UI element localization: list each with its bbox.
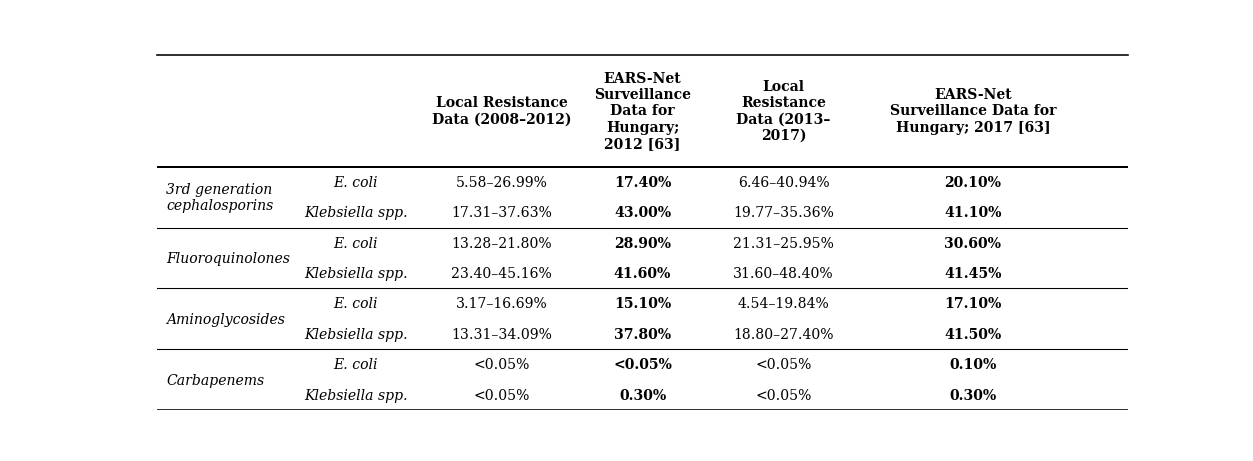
Text: Klebsiella spp.: Klebsiella spp. [304, 266, 407, 280]
Text: 3.17–16.69%: 3.17–16.69% [456, 297, 548, 311]
Text: 30.60%: 30.60% [944, 236, 1001, 250]
Text: 13.28–21.80%: 13.28–21.80% [451, 236, 551, 250]
Text: E. coli: E. coli [333, 236, 378, 250]
Text: E. coli: E. coli [333, 175, 378, 189]
Text: 41.10%: 41.10% [944, 206, 1001, 220]
Text: 0.30%: 0.30% [949, 388, 996, 402]
Text: Klebsiella spp.: Klebsiella spp. [304, 388, 407, 402]
Text: 23.40–45.16%: 23.40–45.16% [451, 266, 551, 280]
Text: Carbapenems: Carbapenems [167, 373, 264, 387]
Text: 0.10%: 0.10% [949, 358, 996, 372]
Text: <0.05%: <0.05% [754, 358, 811, 372]
Text: 17.31–37.63%: 17.31–37.63% [451, 206, 551, 220]
Text: 41.60%: 41.60% [614, 266, 670, 280]
Text: 41.45%: 41.45% [944, 266, 1001, 280]
Text: 5.58–26.99%: 5.58–26.99% [455, 175, 548, 189]
Text: Fluoroquinolones: Fluoroquinolones [167, 251, 291, 266]
Text: 15.10%: 15.10% [614, 297, 670, 311]
Text: 18.80–27.40%: 18.80–27.40% [733, 327, 833, 341]
Text: <0.05%: <0.05% [754, 388, 811, 402]
Text: 37.80%: 37.80% [614, 327, 670, 341]
Text: 20.10%: 20.10% [944, 175, 1001, 189]
Text: 6.46–40.94%: 6.46–40.94% [737, 175, 828, 189]
Text: 19.77–35.36%: 19.77–35.36% [733, 206, 833, 220]
Text: 28.90%: 28.90% [614, 236, 670, 250]
Text: 4.54–19.84%: 4.54–19.84% [737, 297, 828, 311]
Text: <0.05%: <0.05% [474, 358, 530, 372]
Text: <0.05%: <0.05% [474, 388, 530, 402]
Text: EARS-Net
Surveillance
Data for
Hungary;
2012 [63]: EARS-Net Surveillance Data for Hungary; … [594, 72, 690, 151]
Text: 17.40%: 17.40% [614, 175, 670, 189]
Text: 17.10%: 17.10% [944, 297, 1001, 311]
Text: Aminoglycosides: Aminoglycosides [167, 312, 286, 326]
Text: 43.00%: 43.00% [614, 206, 670, 220]
Text: 0.30%: 0.30% [619, 388, 665, 402]
Text: 31.60–48.40%: 31.60–48.40% [733, 266, 833, 280]
Text: Local Resistance
Data (2008–2012): Local Resistance Data (2008–2012) [431, 96, 571, 126]
Text: 3rd generation
cephalosporins: 3rd generation cephalosporins [167, 183, 273, 213]
Text: Klebsiella spp.: Klebsiella spp. [304, 327, 407, 341]
Text: Local
Resistance
Data (2013–
2017): Local Resistance Data (2013– 2017) [736, 80, 831, 142]
Text: <0.05%: <0.05% [613, 358, 672, 372]
Text: E. coli: E. coli [333, 358, 378, 372]
Text: 13.31–34.09%: 13.31–34.09% [451, 327, 551, 341]
Text: 41.50%: 41.50% [944, 327, 1001, 341]
Text: Klebsiella spp.: Klebsiella spp. [304, 206, 407, 220]
Text: EARS-Net
Surveillance Data for
Hungary; 2017 [63]: EARS-Net Surveillance Data for Hungary; … [890, 88, 1055, 135]
Text: 21.31–25.95%: 21.31–25.95% [733, 236, 833, 250]
Text: E. coli: E. coli [333, 297, 378, 311]
